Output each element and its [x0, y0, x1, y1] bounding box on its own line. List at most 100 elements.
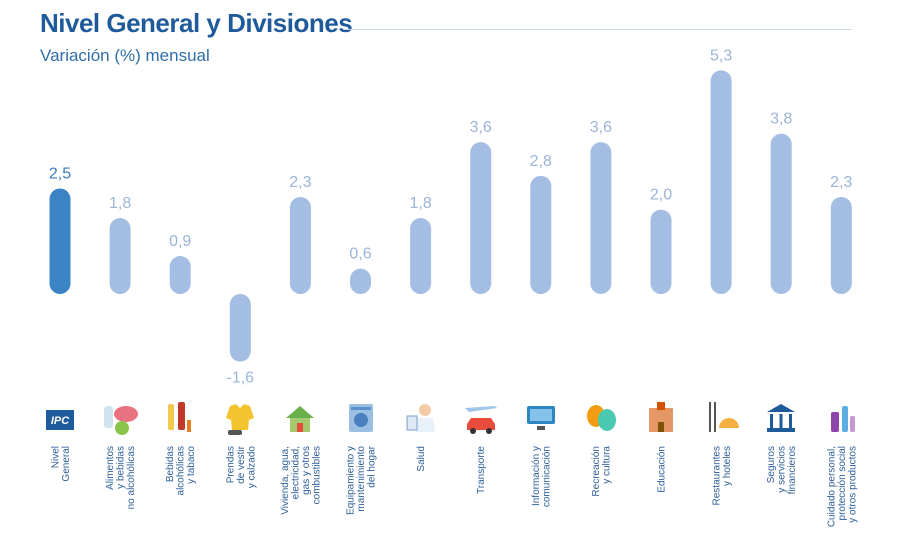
- chart-subtitle: Variación (%) mensual: [40, 46, 210, 65]
- bar: [169, 256, 191, 294]
- washing-machine-icon: [341, 398, 381, 438]
- category-label-line: y calzado: [246, 446, 257, 489]
- bar: [350, 268, 371, 294]
- theater-masks-icon: [581, 398, 621, 438]
- category-label-line: y hoteles: [722, 446, 733, 486]
- food-icon: [100, 398, 140, 438]
- category-label: Prendas de vestir y calzado: [225, 445, 257, 488]
- category-label-line: alcohólicas: [176, 446, 187, 495]
- category-label: Equipamiento y mantenimiento del hogar: [346, 445, 378, 515]
- data-label: -1,6: [227, 370, 255, 387]
- category-label-line: General: [61, 446, 72, 482]
- bar: [229, 294, 251, 362]
- bank-icon-graphic: [767, 404, 796, 432]
- category-label-line: Cuidado personal,: [826, 446, 837, 527]
- category-label-line: Alimentos: [105, 446, 116, 490]
- school-icon-graphic: [649, 402, 673, 432]
- beverages-icon: [160, 398, 200, 438]
- category-label: Educación: [657, 446, 668, 493]
- food-icon-graphic: [104, 406, 139, 435]
- doctor-icon-graphic: [406, 404, 435, 432]
- data-label: 3,8: [770, 111, 792, 128]
- chart-title: Nivel General y Divisiones: [40, 8, 353, 38]
- data-label: 5,3: [710, 47, 732, 64]
- data-label: 1,8: [109, 195, 131, 212]
- category-label-line: y bebidas: [116, 446, 127, 489]
- category-label: Salud: [416, 446, 427, 472]
- computer-icon: [521, 398, 561, 438]
- data-label: 0,6: [349, 246, 371, 263]
- cutlery-icon-graphic: [709, 402, 740, 432]
- category-label: Vivienda, agua, electricidad, gas y otros c…: [280, 446, 323, 515]
- bar: [470, 142, 492, 294]
- ipc-logo-text: IPC: [51, 415, 70, 427]
- bank-icon: [761, 398, 801, 438]
- school-icon: [641, 398, 681, 438]
- category-label: Cuidado personal, protección social y otro…: [826, 446, 858, 527]
- bar: [410, 218, 432, 294]
- bar: [590, 142, 612, 294]
- category-label-line: Vivienda, agua,: [280, 446, 291, 515]
- house-icon: [280, 398, 320, 438]
- category-label-line: y tabaco: [186, 446, 197, 484]
- category-label: Alimentos y bebidas no alcohólicas: [105, 446, 137, 509]
- category-label-line: y otros productos: [847, 446, 858, 523]
- bar: [650, 209, 672, 294]
- category-label: Seguros y servicios financieros: [766, 446, 798, 494]
- category-label-line: no alcohólicas: [126, 446, 137, 509]
- category-label-line: y cultura: [602, 446, 613, 484]
- computer-icon-graphic: [526, 406, 555, 430]
- category-label-line: Bebidas: [165, 446, 176, 482]
- category-label-line: comunicación: [542, 446, 553, 507]
- category-label-line: de vestir: [236, 445, 247, 483]
- theater-masks-icon-graphic: [586, 405, 616, 431]
- category-label-line: gas y otros: [301, 446, 312, 495]
- bar: [289, 196, 311, 294]
- category-label-line: Educación: [657, 446, 668, 493]
- category-label-line: Transporte: [476, 446, 487, 494]
- bar: [710, 70, 732, 294]
- category-label: Bebidas alcohólicas y tabaco: [165, 446, 197, 496]
- personal-care-icon-graphic: [831, 406, 856, 432]
- data-label: 2,3: [830, 174, 852, 191]
- doctor-icon: [401, 398, 441, 438]
- category-label: Transporte: [476, 446, 487, 494]
- category-label-line: Restaurantes: [711, 446, 722, 505]
- data-label: 2,0: [650, 187, 672, 204]
- category-label-line: Información y: [531, 446, 542, 506]
- category-label-line: Recreación: [591, 446, 602, 497]
- category-label-line: financieros: [787, 446, 798, 494]
- washing-machine-icon-graphic: [348, 404, 373, 432]
- bar: [49, 188, 71, 294]
- data-label: 2,5: [49, 166, 71, 183]
- data-label: 3,6: [470, 119, 492, 136]
- category-label-line: electricidad,: [291, 446, 302, 499]
- bar: [109, 218, 131, 294]
- category-label-line: Prendas: [225, 446, 236, 483]
- category-label-line: del hogar: [367, 445, 378, 487]
- cutlery-icon: [701, 398, 741, 438]
- category-label-line: Seguros: [766, 446, 777, 483]
- category-label: Nivel General: [50, 446, 72, 482]
- house-icon-graphic: [286, 406, 315, 432]
- bar: [770, 133, 792, 294]
- data-label: 1,8: [409, 195, 431, 212]
- category-label-line: Equipamiento y: [346, 446, 357, 515]
- category-label-line: y servicios: [777, 446, 788, 493]
- bar: [830, 196, 852, 294]
- category-label-line: Nivel: [50, 446, 61, 468]
- category-label-line: mantenimiento: [356, 446, 367, 512]
- category-label-line: protección social: [837, 446, 848, 520]
- personal-care-icon: [821, 398, 861, 438]
- ipc-logo-icon: IPC: [40, 398, 80, 438]
- ipc-logo-icon-graphic: IPC: [46, 410, 74, 430]
- data-label: 3,6: [590, 119, 612, 136]
- category-label-line: combustibles: [312, 446, 323, 504]
- car-plane-icon-graphic: [464, 406, 497, 434]
- title-divider: [344, 29, 852, 30]
- category-label: Restaurantes y hoteles: [711, 446, 733, 505]
- data-label: 2,3: [289, 174, 311, 191]
- category-label-line: Salud: [416, 446, 427, 472]
- car-plane-icon: [461, 398, 501, 438]
